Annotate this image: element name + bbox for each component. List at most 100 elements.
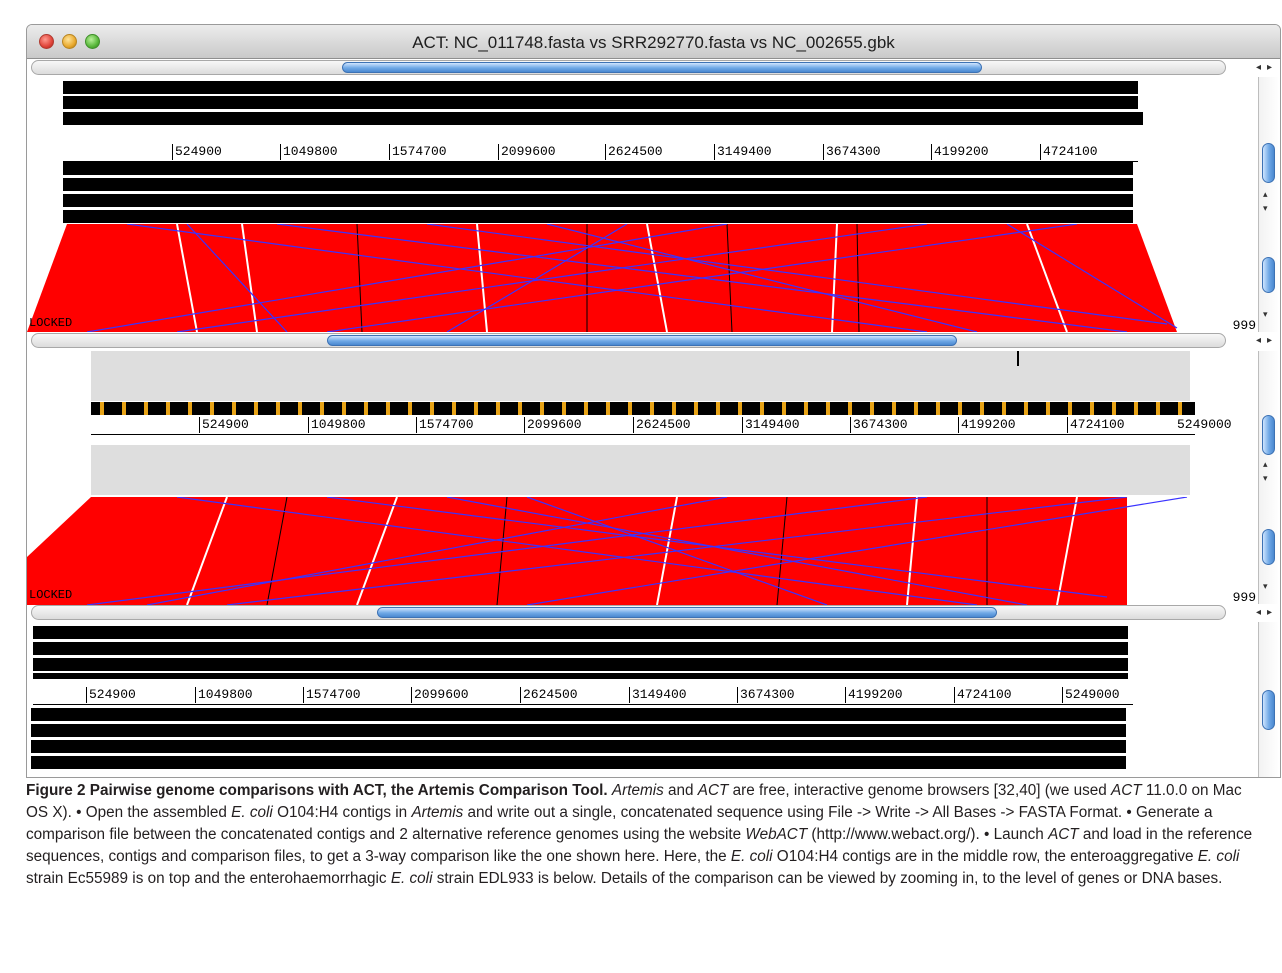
axis-tick-label: 1574700 xyxy=(303,687,361,703)
caption-text: strain Ec55989 is on top and the enteroh… xyxy=(26,870,391,887)
axis-tick-label: 1049800 xyxy=(280,144,338,160)
top-scroll-arrows[interactable]: ◂▸ xyxy=(1228,60,1278,75)
top-genome-axis: 524900 1049800 1574700 2099600 2624500 3… xyxy=(63,144,1138,162)
vertical-scroll-thumb[interactable] xyxy=(1262,143,1275,183)
bottom-forward-frame-1 xyxy=(33,626,1128,639)
axis-tick-label: 2099600 xyxy=(524,417,582,433)
scroll-up-icon[interactable]: ▴ xyxy=(1263,189,1268,199)
caption-text: are free, interactive genome browsers [3… xyxy=(728,782,1112,799)
top-reverse-frame-2 xyxy=(63,178,1133,191)
bottom-scroll-arrows[interactable]: ◂▸ xyxy=(1228,605,1278,620)
minimize-window-button[interactable] xyxy=(62,34,77,49)
scroll-right-icon[interactable]: ▸ xyxy=(1266,607,1278,618)
axis-tick-label: 2624500 xyxy=(520,687,578,703)
top-genome-scroll-thumb[interactable] xyxy=(342,62,982,73)
middle-forward-frames xyxy=(91,351,1190,401)
middle-scroll-arrows[interactable]: ◂▸ xyxy=(1228,333,1278,348)
caption-text: and write out a single, concatenated seq… xyxy=(26,804,1213,843)
scroll-left-icon[interactable]: ◂ xyxy=(1255,62,1267,73)
caption-text: O104:H4 contigs are in the middle row, t… xyxy=(772,848,1198,865)
axis-tick-label: 524900 xyxy=(172,144,222,160)
zoom-window-button[interactable] xyxy=(85,34,100,49)
comparison-top-plot xyxy=(27,224,1178,332)
caption-text: strain EDL933 is below. Details of the c… xyxy=(432,870,1223,887)
caption-italic: WebACT xyxy=(745,826,808,843)
comparison-view-top[interactable] xyxy=(27,224,1197,332)
middle-reverse-frames xyxy=(91,445,1190,495)
axis-tick-label: 2099600 xyxy=(498,144,556,160)
axis-tick-label: 524900 xyxy=(86,687,136,703)
caption-italic: E. coli xyxy=(1197,848,1240,865)
caption-italic: E. coli xyxy=(231,804,273,821)
scroll-down-icon[interactable]: ▾ xyxy=(1263,309,1268,319)
contig-track xyxy=(91,402,1195,415)
axis-tick-label: 2099600 xyxy=(411,687,469,703)
bottom-genome-axis: 524900 1049800 1574700 2099600 2624500 3… xyxy=(33,687,1133,705)
comparison-bottom-plot xyxy=(27,497,1188,605)
top-reverse-frame-1 xyxy=(63,162,1133,175)
figure-caption: Figure 2 Pairwise genome comparisons wit… xyxy=(26,780,1266,890)
scroll-right-icon[interactable]: ▸ xyxy=(1266,62,1278,73)
scroll-left-icon[interactable]: ◂ xyxy=(1255,607,1267,618)
top-forward-frame-3 xyxy=(63,112,1143,125)
match-band xyxy=(27,224,1177,332)
vertical-scroll-thumb[interactable] xyxy=(1262,529,1275,565)
bottom-genome-vertical-scrollbar[interactable] xyxy=(1258,622,1279,777)
match-count-label: 999 xyxy=(1232,590,1256,605)
locked-label: LOCKED xyxy=(29,316,73,330)
gap-lines xyxy=(176,224,1068,332)
scroll-right-icon[interactable]: ▸ xyxy=(1266,335,1278,346)
caption-italic: E. coli xyxy=(390,870,433,887)
middle-genome-scrollbar[interactable] xyxy=(31,333,1226,348)
cursor-marker xyxy=(1017,351,1019,366)
caption-italic: ACT xyxy=(697,782,729,799)
top-comparison-vertical-scrollbar[interactable]: ▴ ▾ ▾ xyxy=(1258,77,1279,332)
axis-tick-label: 3674300 xyxy=(737,687,795,703)
bottom-forward-frame-4 xyxy=(33,673,1128,679)
vertical-scroll-thumb[interactable] xyxy=(1262,415,1275,455)
axis-tick-label: 4724100 xyxy=(1040,144,1098,160)
bottom-forward-frame-2 xyxy=(33,642,1128,655)
caption-text: 11.0.0 on Mac OS X). • Open the assemble… xyxy=(26,782,1242,821)
top-forward-frame-2 xyxy=(63,96,1138,109)
scroll-down-icon[interactable]: ▾ xyxy=(1263,203,1268,213)
close-window-button[interactable] xyxy=(39,34,54,49)
inverted-matches xyxy=(86,224,1178,332)
axis-line xyxy=(91,434,1195,435)
axis-tick-label: 4199200 xyxy=(845,687,903,703)
axis-tick-label: 3149400 xyxy=(742,417,800,433)
axis-tick-label: 4724100 xyxy=(1067,417,1125,433)
scroll-left-icon[interactable]: ◂ xyxy=(1255,335,1267,346)
caption-text: (http://www.webact.org/). • Launch xyxy=(807,826,1049,843)
middle-genome-axis: 524900 1049800 1574700 2099600 2624500 3… xyxy=(91,417,1195,435)
scroll-down-icon[interactable]: ▾ xyxy=(1263,473,1268,483)
black-lines xyxy=(356,224,860,332)
axis-tick-label: 3674300 xyxy=(850,417,908,433)
match-count-label: 999 xyxy=(1232,318,1256,333)
middle-genome-scroll-thumb[interactable] xyxy=(327,335,957,346)
bottom-reverse-frame-2 xyxy=(31,724,1126,737)
vertical-scroll-thumb[interactable] xyxy=(1262,690,1275,730)
axis-tick-label: 4724100 xyxy=(954,687,1012,703)
top-forward-frame-1 xyxy=(63,81,1138,94)
axis-tick-label: 4199200 xyxy=(958,417,1016,433)
comparison-view-bottom[interactable] xyxy=(27,497,1197,605)
vertical-scroll-thumb[interactable] xyxy=(1262,257,1275,293)
caption-italic: ACT xyxy=(1111,782,1142,799)
caption-italic: ACT xyxy=(1048,826,1079,843)
title-bar[interactable]: ACT: NC_011748.fasta vs SRR292770.fasta … xyxy=(27,25,1280,59)
axis-tick-label: 1049800 xyxy=(308,417,366,433)
figure-heading: Pairwise genome comparisons with ACT, th… xyxy=(89,782,608,799)
axis-tick-label: 5249000 xyxy=(1062,687,1120,703)
middle-comparison-vertical-scrollbar[interactable]: ▴ ▾ ▾ xyxy=(1258,351,1279,604)
bottom-reverse-frame-4 xyxy=(31,756,1126,769)
axis-tick-label: 3674300 xyxy=(823,144,881,160)
axis-tick-label: 3149400 xyxy=(714,144,772,160)
bottom-genome-scrollbar[interactable] xyxy=(31,605,1226,620)
top-reverse-frame-3 xyxy=(63,194,1133,207)
bottom-genome-scroll-thumb[interactable] xyxy=(377,607,997,618)
scroll-down-icon[interactable]: ▾ xyxy=(1263,581,1268,591)
scroll-up-icon[interactable]: ▴ xyxy=(1263,459,1268,469)
axis-line xyxy=(33,704,1133,705)
top-genome-scrollbar[interactable] xyxy=(31,60,1226,75)
